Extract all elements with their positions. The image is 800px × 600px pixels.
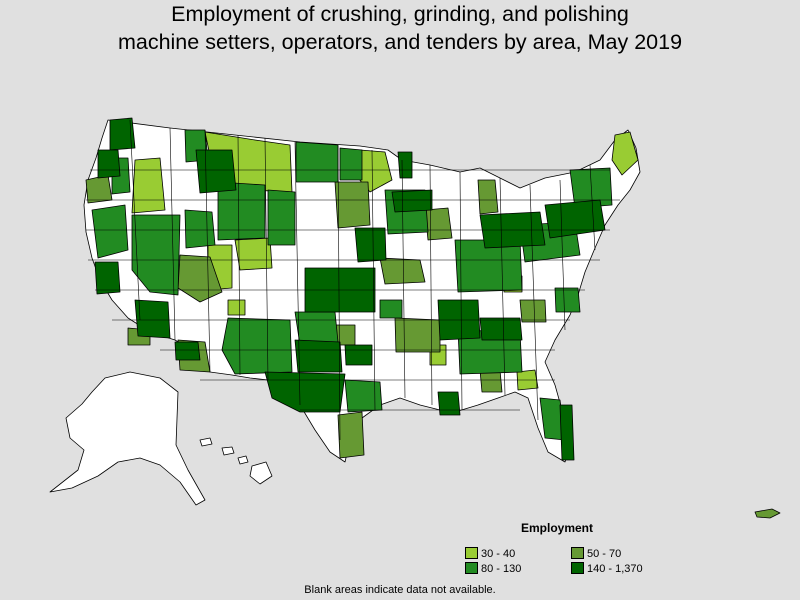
footnote: Blank areas indicate data not available. xyxy=(304,584,496,596)
legend-item-80-130: 80 - 130 xyxy=(465,562,521,576)
legend-label-80-130: 80 - 130 xyxy=(481,563,522,575)
title-line-2: machine setters, operators, and tenders … xyxy=(117,30,683,54)
regions-30-40 xyxy=(131,131,639,391)
hawaii-islands xyxy=(199,437,273,485)
map-title: Employment of crushing, grinding, and po… xyxy=(0,0,800,56)
map-regions xyxy=(49,117,781,519)
legend-swatch-80-130 xyxy=(465,562,478,574)
legend-item-50-70: 50 - 70 xyxy=(571,547,621,561)
legend-label-30-40: 30 - 40 xyxy=(481,548,516,560)
legend-label-50-70: 50 - 70 xyxy=(587,548,622,560)
legend-item-30-40: 30 - 40 xyxy=(465,547,515,561)
title-line-1: Employment of crushing, grinding, and po… xyxy=(171,2,629,26)
regions-80-130 xyxy=(91,129,613,441)
legend-swatch-140-1370 xyxy=(571,562,584,574)
puerto-rico xyxy=(754,508,781,519)
legend-title: Employment xyxy=(521,521,594,535)
region-borders xyxy=(86,119,620,441)
legend-label-140-1370: 140 - 1,370 xyxy=(587,563,643,575)
legend-item-140-1370: 140 - 1,370 xyxy=(571,562,643,576)
legend-swatch-30-40 xyxy=(465,547,478,559)
regions-50-70 xyxy=(85,174,547,459)
legend-swatch-50-70 xyxy=(571,547,584,559)
alaska-outline xyxy=(49,371,206,506)
regions-140-1370 xyxy=(94,117,606,461)
